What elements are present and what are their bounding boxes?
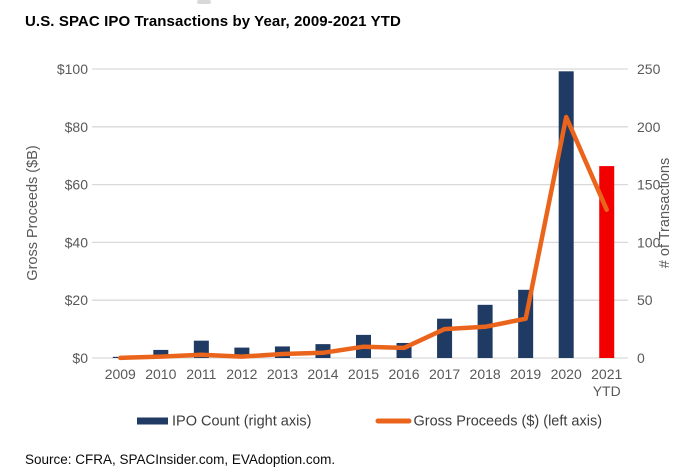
bar-2021-ytd [599,166,615,358]
x-axis-label-2015: 2015 [348,366,379,382]
x-axis-label-2014: 2014 [307,366,338,382]
legend-label-gross-proceeds: Gross Proceeds ($) (left axis) [414,414,603,430]
bar-2017 [437,318,453,358]
left-axis-tick-label: $100 [57,61,88,77]
left-axis-tick-label: $20 [65,292,89,308]
x-axis-label-2011: 2011 [186,366,216,382]
bar-2018 [477,304,493,358]
x-axis-label-2018: 2018 [470,366,501,382]
x-axis-label-2021-ytd: 2021 YTD [591,366,622,399]
left-axis-tick-label: $0 [72,350,88,366]
source-note: Source: CFRA, SPACInsider.com, EVAdoptio… [25,452,336,467]
x-axis-label-2012: 2012 [226,366,257,382]
right-axis-tick-label: 0 [637,350,645,366]
left-axis-tick-label: $40 [65,234,89,250]
legend-swatch-ipo-count [137,417,168,425]
bar-2012 [234,347,250,358]
left-axis-title: Gross Proceeds ($B) [25,145,41,280]
bar-2010 [153,349,169,358]
left-axis-tick-label: $60 [65,177,89,193]
legend-label-ipo-count: IPO Count (right axis) [172,414,311,430]
x-axis-label-2009: 2009 [105,366,136,382]
x-axis-label-2016: 2016 [388,366,419,382]
right-axis-tick-label: 50 [637,292,653,308]
chart-title: U.S. SPAC IPO Transactions by Year, 2009… [25,13,401,30]
right-axis-tick-label: 200 [637,119,661,135]
cropped-glyph-artifact [197,0,211,4]
gross-proceeds-line [118,114,609,361]
right-axis-tick-label: 250 [637,61,661,77]
x-axis-label-2013: 2013 [267,366,298,382]
x-axis-label-2010: 2010 [145,366,176,382]
right-axis-tick-label: 100 [637,234,661,250]
left-axis-tick-label: $80 [65,119,89,135]
right-axis-tick-label: 150 [637,177,661,193]
x-axis-label-2020: 2020 [551,366,582,382]
right-axis-title: # of Transactions [657,158,673,268]
bar-2020 [558,71,574,358]
x-axis-label-2017: 2017 [429,366,460,382]
x-axis-label-2019: 2019 [510,366,541,382]
